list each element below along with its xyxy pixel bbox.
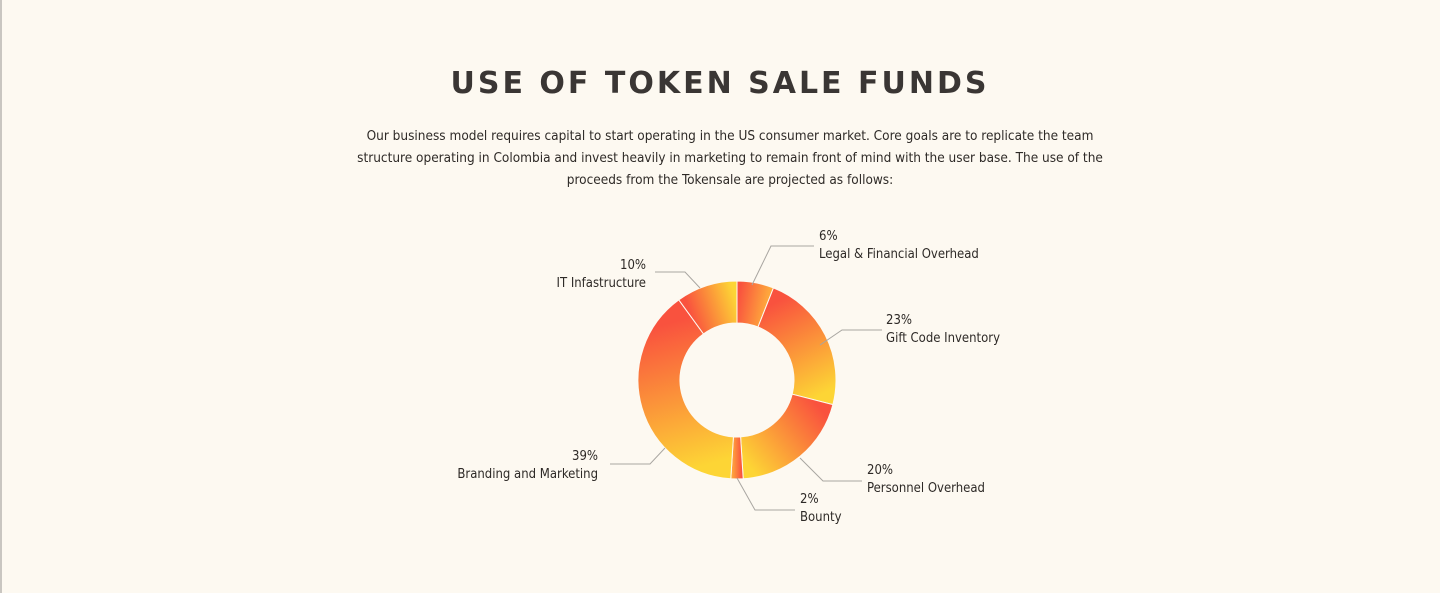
slice-value-label-4: 39% bbox=[572, 449, 598, 464]
leader-line-2 bbox=[799, 457, 862, 482]
donut-slices bbox=[637, 280, 837, 480]
donut-slice-2 bbox=[740, 393, 834, 480]
slice-value-label-1: 23% bbox=[886, 313, 912, 328]
slice-category-label-4: Branding and Marketing bbox=[457, 467, 598, 482]
slice-category-label-5: IT Infastructure bbox=[557, 276, 646, 291]
slice-value-label-2: 20% bbox=[867, 463, 893, 478]
leader-line-3 bbox=[736, 477, 795, 511]
slice-value-label-0: 6% bbox=[819, 229, 838, 244]
slice-category-label-3: Bounty bbox=[800, 510, 842, 525]
donut-labels: 6% Legal & Financial Overhead 23% Gift Code… bbox=[457, 229, 1000, 525]
slice-value-label-3: 2% bbox=[800, 492, 819, 507]
slice-category-label-0: Legal & Financial Overhead bbox=[819, 247, 979, 262]
page-left-border bbox=[0, 0, 2, 593]
leader-line-0 bbox=[751, 245, 814, 286]
donut-slice-5 bbox=[678, 280, 738, 335]
leader-line-4 bbox=[610, 447, 666, 465]
donut-slice-4 bbox=[637, 299, 734, 480]
intro-paragraph: Our business model requires capital to s… bbox=[357, 128, 1103, 188]
page-title: USE OF TOKEN SALE FUNDS bbox=[450, 66, 990, 101]
leader-line-5 bbox=[655, 271, 701, 289]
leader-line-1 bbox=[819, 329, 882, 346]
donut-slice-1 bbox=[757, 287, 837, 406]
slice-value-label-5: 10% bbox=[620, 258, 646, 273]
slice-category-label-1: Gift Code Inventory bbox=[886, 331, 1000, 346]
slice-category-label-2: Personnel Overhead bbox=[867, 481, 985, 496]
